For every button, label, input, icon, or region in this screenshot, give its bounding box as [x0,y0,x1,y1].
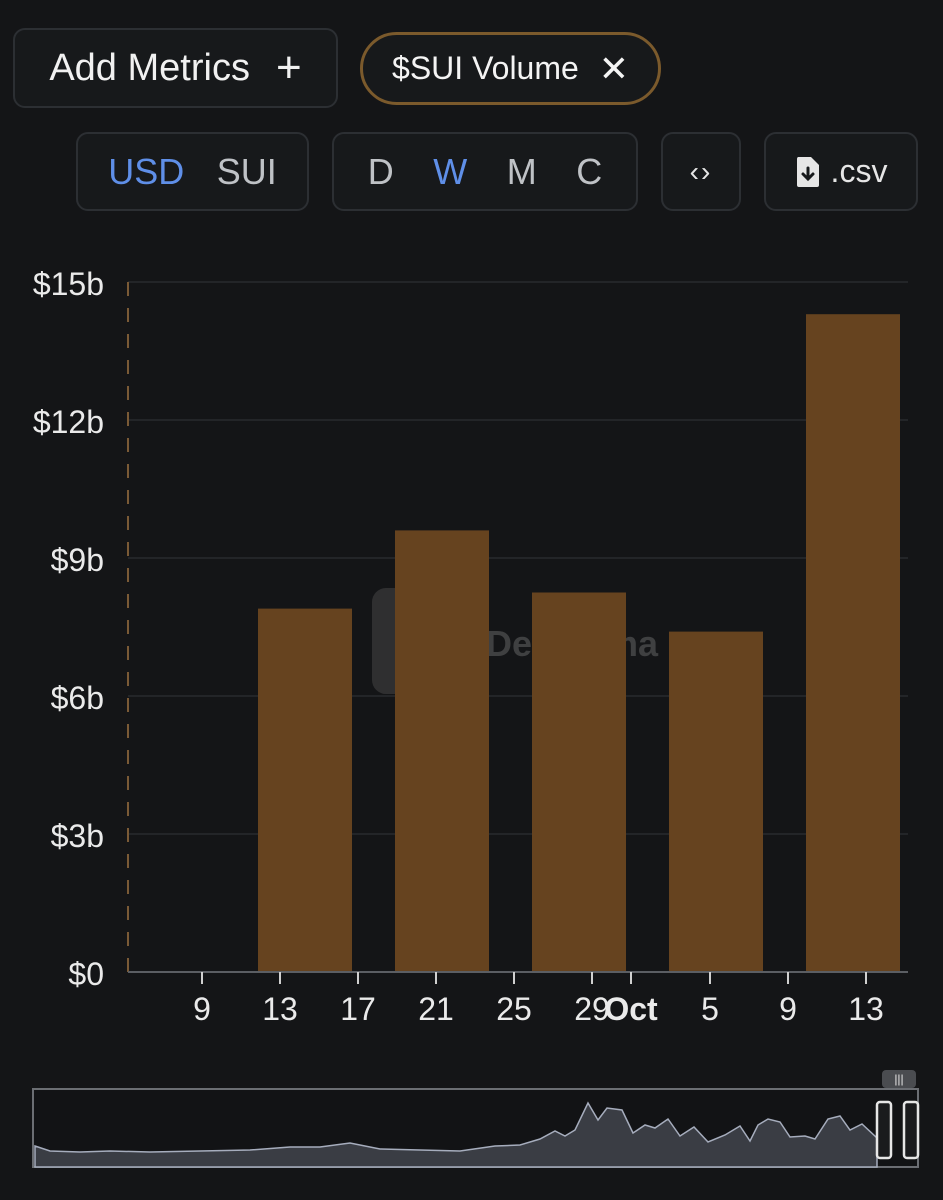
x-tick-label: 25 [496,991,532,1027]
code-icon: ‹› [689,155,713,187]
unit-sui-button[interactable]: SUI [216,150,277,192]
embed-button[interactable]: ‹› [661,132,741,211]
grid-lines [128,281,908,835]
y-tick-label: $15b [33,266,104,302]
x-tick-label: 9 [193,991,211,1027]
bar[interactable] [395,530,489,972]
metric-chip-label: $SUI Volume [392,50,579,86]
bar-chart: DefiLlama $0$3b$6b$9b$12b$15b 9131721252… [33,266,908,1027]
navigator-drag-tab[interactable] [882,1070,916,1088]
bar[interactable] [532,592,626,973]
x-tick-label: 9 [779,991,797,1027]
grip-icon: ||| [894,1072,903,1086]
period-weekly-button[interactable]: W [433,150,468,192]
bars-group [258,314,900,972]
y-axis: $0 $3b $6b $9b $12b $15b [33,266,104,992]
x-tick-label: 13 [848,991,884,1027]
metric-chip-sui-volume[interactable]: $SUI Volume ✕ [360,32,661,105]
period-toggle-group: D W M C [332,132,638,211]
bar[interactable] [806,314,900,972]
csv-label: .csv [830,153,888,189]
x-tick-label: 5 [701,991,719,1027]
y-tick-label: $9b [51,542,104,578]
period-monthly-button[interactable]: M [506,150,537,192]
unit-usd-button[interactable]: USD [108,150,185,192]
period-cumulative-button[interactable]: C [576,150,603,192]
unit-toggle-group: USD SUI [76,132,309,211]
plus-icon: + [275,43,302,92]
csv-download-button[interactable]: .csv [764,132,918,211]
x-tick-label: 21 [418,991,454,1027]
period-daily-button[interactable]: D [367,150,394,192]
navigator-right-handle[interactable] [902,1100,920,1160]
x-tick-label: Oct [604,991,658,1027]
y-tick-label: $12b [33,404,104,440]
range-navigator[interactable]: ||| [0,1070,943,1200]
bar[interactable] [258,608,352,972]
bar[interactable] [669,631,763,972]
close-icon[interactable]: ✕ [598,47,629,89]
y-tick-label: $0 [68,956,104,992]
file-download-icon [796,156,819,187]
x-tick-label: 29 [574,991,610,1027]
y-tick-label: $3b [51,818,104,854]
x-tick-label: 17 [340,991,376,1027]
y-tick-label: $6b [51,680,104,716]
navigator-sparkline [34,1101,878,1168]
add-metrics-button[interactable]: Add Metrics + [13,28,338,108]
navigator-left-handle[interactable] [875,1100,893,1160]
add-metrics-label: Add Metrics [49,46,250,89]
x-tick-label: 13 [262,991,298,1027]
